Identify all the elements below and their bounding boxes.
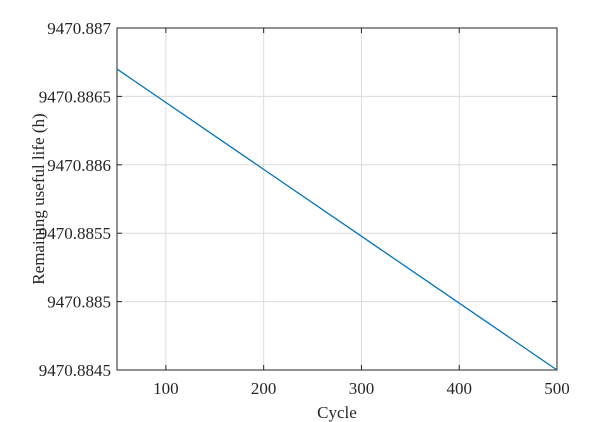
y-tick-label: 9470.887 [47, 19, 111, 38]
axis-ticks [117, 27, 558, 371]
y-axis-label: Remaining useful life (h) [29, 113, 48, 284]
grid [117, 27, 558, 371]
x-tick-label: 500 [544, 379, 570, 398]
y-tick-label: 9470.8845 [39, 361, 111, 380]
y-tick-label: 9470.885 [47, 293, 111, 312]
x-tick-label: 300 [349, 379, 375, 398]
x-tick-label: 400 [446, 379, 472, 398]
x-axis-label: Cycle [317, 403, 357, 422]
x-tick-label: 200 [251, 379, 277, 398]
y-tick-labels: 9470.8845 9470.885 9470.8855 9470.886 9470.8… [39, 19, 112, 380]
rul-series-line [116, 68, 558, 371]
y-tick-label: 9470.8855 [39, 224, 111, 243]
axes-box [116, 27, 558, 371]
x-tick-labels: 100 200 300 400 500 [153, 379, 570, 398]
x-tick-label: 100 [153, 379, 179, 398]
y-tick-label: 9470.8865 [39, 87, 111, 106]
y-tick-label: 9470.886 [47, 156, 111, 175]
series-group [116, 68, 558, 371]
